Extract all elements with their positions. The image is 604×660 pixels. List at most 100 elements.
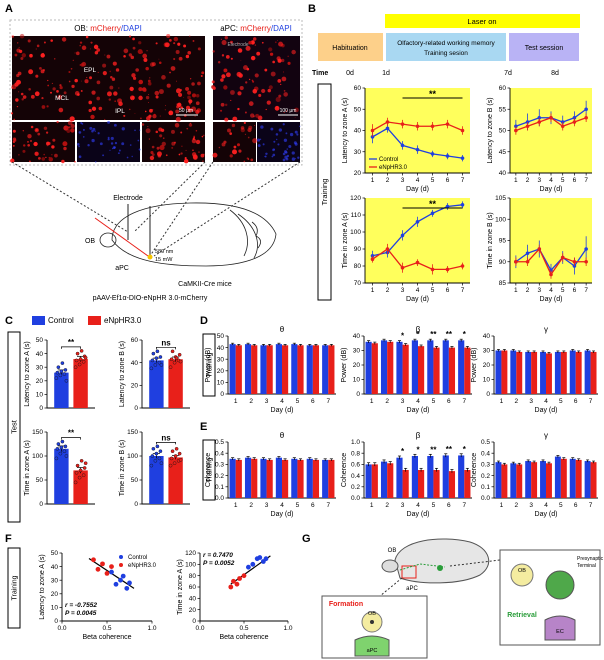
- point: [445, 267, 450, 272]
- y-tick-label: 60: [131, 337, 139, 344]
- bar: [380, 461, 388, 498]
- speckle: [151, 153, 155, 157]
- x-tick-label: 7: [589, 398, 593, 405]
- y-tick-label: 40: [353, 333, 361, 340]
- speckle: [192, 149, 194, 152]
- speckle: [144, 110, 147, 113]
- speckle: [189, 103, 191, 105]
- speckle: [261, 41, 264, 44]
- speckle: [195, 109, 200, 114]
- speckle: [187, 50, 192, 55]
- speckle: [56, 120, 59, 124]
- speckle: [287, 61, 291, 65]
- scatter-point: [95, 566, 101, 572]
- label: 1d: [382, 70, 390, 77]
- speckle: [69, 116, 75, 122]
- speckle: [283, 92, 288, 97]
- speckle: [155, 130, 159, 134]
- point: [400, 233, 405, 238]
- chart-title: γ: [544, 325, 548, 334]
- x-tick-label: 2: [514, 502, 518, 509]
- legend-label: Control: [379, 157, 398, 163]
- speckle: [146, 50, 148, 52]
- bar: [464, 347, 471, 394]
- speckle: [224, 36, 228, 40]
- speckle: [22, 95, 27, 99]
- axes: [364, 198, 470, 284]
- data-point: [63, 444, 68, 449]
- speckle: [121, 127, 125, 131]
- speckle: [10, 158, 15, 163]
- x-tick-label: 4: [549, 177, 553, 184]
- data-point: [60, 439, 65, 444]
- x-tick-label: 7: [462, 398, 466, 405]
- speckle: [192, 40, 195, 42]
- speckle: [109, 70, 112, 73]
- scatter-point: [241, 573, 247, 579]
- speckle: [45, 156, 47, 159]
- y-tick-label: 120: [350, 195, 361, 202]
- bar: [569, 458, 576, 498]
- layer-label: MCL: [55, 95, 69, 102]
- x-tick-label: 6: [311, 398, 315, 405]
- scatter-point: [231, 578, 236, 584]
- scatter-point: [234, 581, 240, 587]
- speckle: [20, 57, 24, 61]
- bar: [306, 345, 313, 394]
- speckle: [277, 78, 282, 83]
- speckle: [248, 41, 252, 45]
- y-tick-label: 0.1: [481, 484, 490, 491]
- speckle: [18, 49, 23, 54]
- x-tick-label: 4: [280, 398, 284, 405]
- speckle: [286, 110, 288, 112]
- speckle: [188, 99, 193, 104]
- point: [385, 120, 390, 124]
- speckle: [68, 80, 71, 83]
- speckle: [264, 155, 266, 158]
- stain: mCherry: [90, 24, 121, 33]
- x-tick-label: 2: [386, 287, 390, 294]
- speckle: [174, 123, 180, 128]
- speckle: [48, 157, 54, 162]
- y-tick-label: 0.4: [481, 450, 490, 457]
- speckle: [255, 113, 260, 118]
- speckle: [269, 52, 274, 56]
- speckle: [91, 106, 97, 111]
- speckle: [140, 117, 142, 120]
- y-tick-label: 95: [499, 238, 507, 245]
- y-tick-label: 50: [51, 550, 59, 557]
- speckle: [102, 63, 107, 68]
- speckle: [74, 52, 76, 54]
- y-tick-label: 40: [499, 170, 507, 177]
- speckle: [145, 66, 149, 71]
- speckle: [96, 96, 101, 101]
- speckle: [27, 39, 31, 43]
- speckle: [145, 128, 151, 134]
- speckle: [185, 149, 187, 151]
- speckle: [203, 134, 205, 137]
- speckle: [130, 55, 135, 60]
- speckle: [135, 68, 139, 72]
- bar: [229, 344, 236, 394]
- x-axis-label: Day (d): [540, 186, 563, 193]
- speckle: [238, 149, 242, 153]
- bar: [418, 470, 425, 498]
- bar: [297, 345, 304, 394]
- speckle: [72, 59, 74, 61]
- x-tick-label: 0.0: [57, 625, 66, 632]
- y-tick-label: 30: [217, 356, 225, 363]
- y-tick-label: 0.1: [215, 484, 224, 491]
- speckle: [18, 154, 20, 156]
- significance-bracket: [61, 346, 81, 349]
- y-tick-label: 30: [353, 348, 361, 355]
- y-axis-label: Latency to zone A (s): [39, 554, 46, 619]
- speckle: [230, 57, 233, 60]
- speckle: [259, 138, 262, 141]
- layer-label: IPL: [115, 108, 125, 115]
- speckle: [61, 37, 67, 42]
- data-point: [178, 359, 183, 364]
- speckle: [129, 86, 134, 92]
- speckle: [151, 145, 155, 149]
- label: Olfactory-related working memory: [397, 40, 495, 47]
- point: [400, 122, 405, 126]
